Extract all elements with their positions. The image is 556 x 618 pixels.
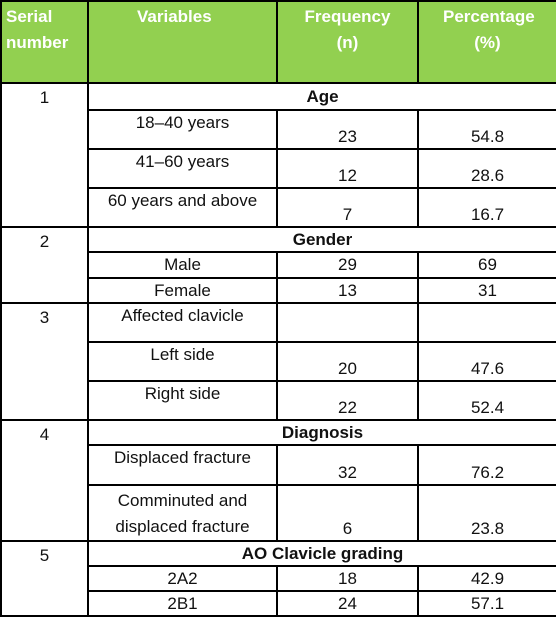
frequency-cell: 32	[276, 444, 419, 486]
section-title-row: 2 Gender	[0, 226, 556, 304]
percentage-cell: 57.1	[417, 590, 556, 617]
frequency-cell: 7	[276, 187, 419, 228]
table-row: Displaced fracture 32 76.2	[1, 444, 556, 486]
percentage-cell: 54.8	[417, 109, 556, 150]
table-row: 60 years and above 7 16.7	[1, 187, 556, 228]
header-frequency: Frequency (n)	[276, 0, 419, 84]
section-title-affected-clavicle: Affected clavicle	[87, 302, 278, 343]
frequency-cell: 29	[276, 251, 419, 279]
header-serial-number: Serial number	[0, 0, 89, 84]
percentage-cell: 28.6	[417, 148, 556, 189]
section-title-row: 3 Affected clavicle	[0, 302, 556, 421]
empty-cell	[276, 302, 419, 343]
serial-number: 4	[0, 419, 89, 542]
table-row: Left side 20 47.6	[1, 341, 556, 382]
variable-cell: Male	[87, 251, 278, 279]
variable-cell: Female	[87, 277, 278, 304]
serial-number: 3	[0, 302, 89, 421]
section-title-gender: Gender	[87, 226, 556, 253]
serial-number: 2	[0, 226, 89, 304]
percentage-cell: 69	[417, 251, 556, 279]
frequency-cell: 23	[276, 109, 419, 150]
variable-cell: Displaced fracture	[87, 444, 278, 486]
variable-cell: Left side	[87, 341, 278, 382]
variable-cell: 60 years and above	[87, 187, 278, 228]
percentage-cell: 16.7	[417, 187, 556, 228]
variable-cell: Comminuted and displaced fracture	[87, 484, 278, 542]
percentage-cell: 47.6	[417, 341, 556, 382]
variable-cell: 2A2	[87, 565, 278, 592]
variable-cell: 2B1	[87, 590, 278, 617]
frequency-cell: 24	[276, 590, 419, 617]
table-row: Female 13 31	[1, 277, 556, 304]
table-row: 2B1 24 57.1	[1, 590, 556, 617]
frequency-cell: 6	[276, 484, 419, 542]
header-variables: Variables	[87, 0, 278, 84]
variable-cell: Right side	[87, 380, 278, 421]
header-percentage: Percentage (%)	[417, 0, 556, 84]
serial-number: 1	[0, 82, 89, 228]
table-row: 2A2 18 42.9	[1, 565, 556, 592]
serial-number: 5	[0, 540, 89, 617]
section-title-row: 4 Diagnosis	[0, 419, 556, 542]
variable-cell: 41–60 years	[87, 148, 278, 189]
section-title-ao-clavicle-grading: AO Clavicle grading	[87, 540, 556, 567]
frequency-cell: 18	[276, 565, 419, 592]
percentage-cell: 42.9	[417, 565, 556, 592]
section-title-diagnosis: Diagnosis	[87, 419, 556, 446]
percentage-cell: 31	[417, 277, 556, 304]
percentage-cell: 52.4	[417, 380, 556, 421]
empty-cell	[417, 302, 556, 343]
section-title-row: 1 Age	[0, 82, 556, 228]
frequency-cell: 22	[276, 380, 419, 421]
table-row: Male 29 69	[1, 251, 556, 279]
frequency-cell: 12	[276, 148, 419, 189]
percentage-cell: 76.2	[417, 444, 556, 486]
frequency-cell: 13	[276, 277, 419, 304]
table-row: 41–60 years 12 28.6	[1, 148, 556, 189]
variable-cell: 18–40 years	[87, 109, 278, 150]
section-title-age: Age	[87, 82, 556, 111]
table-row: Comminuted and displaced fracture 6 23.8	[1, 484, 556, 542]
frequency-cell: 20	[276, 341, 419, 382]
section-title-row: 5 AO Clavicle grading	[0, 540, 556, 617]
header-row: Serial number Variables Frequency (n) Pe…	[0, 0, 556, 84]
percentage-cell: 23.8	[417, 484, 556, 542]
